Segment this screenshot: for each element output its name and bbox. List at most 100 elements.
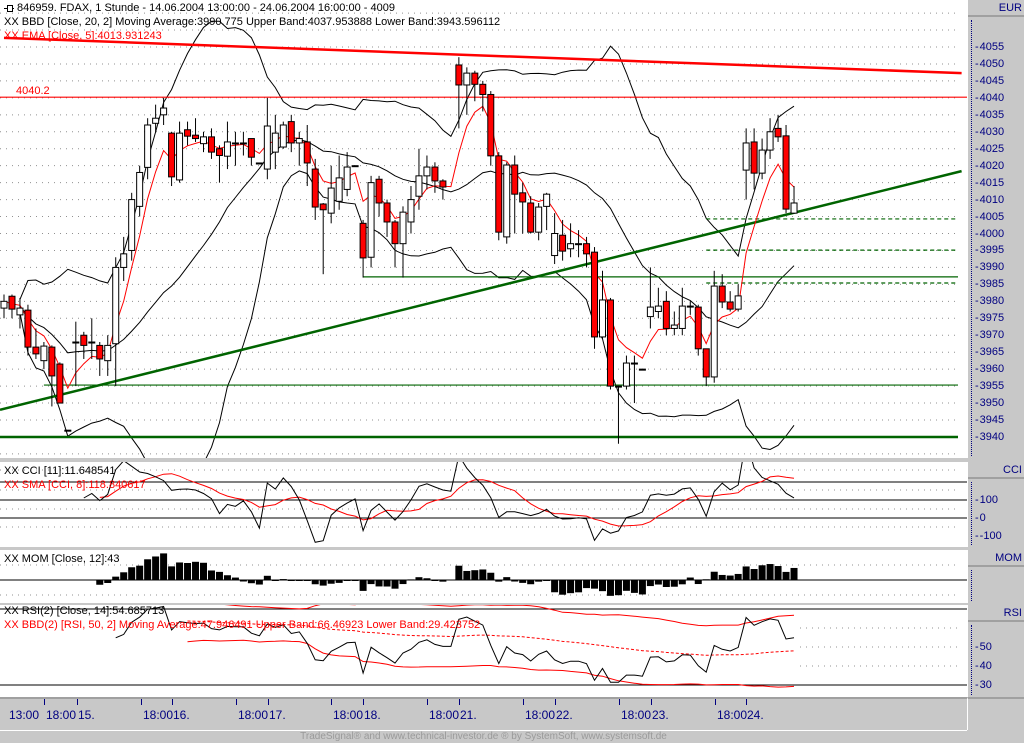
bullish-candle-body (64, 429, 72, 432)
candle (782, 124, 790, 214)
bearish-candle-body (32, 346, 40, 355)
momentum-bar (694, 580, 702, 585)
ema-legend: XX EMA [Close, 5]:4013.931243 (4, 30, 162, 42)
support-trendline (0, 169, 962, 412)
bullish-candle-body (239, 142, 247, 145)
bullish-candle-body (200, 136, 207, 145)
momentum-bar (511, 580, 519, 582)
time-label: 18:00 (46, 708, 77, 722)
panel-divider[interactable] (0, 458, 1024, 462)
bearish-candle-body (718, 285, 726, 303)
candle (718, 274, 726, 309)
momentum-bar (359, 580, 367, 591)
bullish-candle-body (734, 295, 742, 310)
candle (168, 131, 176, 187)
bearish-candle-body (487, 93, 495, 157)
resistance-trendline (3, 36, 962, 75)
time-label: 23. (652, 708, 669, 722)
momentum-bar (702, 579, 710, 581)
candle (742, 128, 750, 200)
rsi-lower-band (187, 639, 795, 688)
candle (606, 297, 614, 390)
candle (96, 342, 104, 376)
momentum-bar (463, 570, 471, 580)
momentum-bar (96, 580, 104, 585)
time-tick (746, 699, 747, 705)
candle (184, 121, 192, 146)
cci-panel[interactable]: XX CCI [11]:11.648541 XX SMA [CCI, 8]:11… (0, 462, 967, 547)
momentum-bar (152, 556, 160, 580)
time-label: 22. (556, 708, 573, 722)
candle (710, 270, 718, 383)
candle (431, 162, 439, 193)
bearish-candle-body (391, 221, 399, 245)
candle (64, 429, 72, 432)
bullish-candle-body (399, 211, 407, 245)
price-label: 4030 (975, 126, 1004, 138)
rsi-panel[interactable]: XX RSI(2) [Close, 14]:54.685713 XX BBD(2… (0, 605, 967, 697)
time-label: 18:00 (429, 708, 460, 722)
momentum-bar (662, 580, 670, 587)
candle (614, 385, 622, 444)
momentum-bar (742, 566, 750, 580)
candle (702, 348, 710, 387)
momentum-bar (646, 580, 654, 587)
panel-divider[interactable] (0, 603, 1024, 605)
momentum-panel[interactable]: XX MOM [Close, 12]:43 (0, 550, 967, 603)
time-tick (268, 699, 269, 705)
bearish-candle-body (431, 166, 439, 182)
bearish-candle-body (303, 141, 311, 164)
price-axis: EUR 4055 4050 4045 4040 4035 4030 4025 4020 4015… (967, 0, 1024, 458)
bearish-candle-body (207, 136, 215, 153)
candle (319, 202, 327, 275)
candle (391, 219, 399, 268)
momentum-bar (630, 580, 638, 593)
momentum-bar (239, 580, 247, 582)
bullish-candle-body (567, 243, 575, 250)
bearish-candle-body (439, 180, 447, 188)
time-label: 17. (269, 708, 286, 722)
bullish-candle-body (670, 324, 678, 329)
bullish-candle-body (128, 199, 136, 251)
bullish-candle-body (136, 171, 144, 207)
price-chart-panel[interactable]: 846959. FDAX, 1 Stunde - 14.06.2004 13:0… (0, 0, 967, 458)
candle (678, 287, 686, 336)
candle (359, 219, 367, 278)
candle (543, 192, 551, 231)
bullish-candle-body (551, 233, 559, 257)
panel-divider[interactable] (0, 547, 1024, 550)
cci-label-minus100: -100 (975, 530, 1002, 542)
rsi-chart[interactable] (0, 605, 967, 697)
time-label: 18:00 (333, 708, 364, 722)
candle (535, 202, 543, 241)
candle (32, 328, 40, 359)
candle (487, 91, 495, 166)
rsi-axis: RSI 50 40 30 (967, 605, 1024, 697)
momentum-bar (583, 580, 591, 589)
momentum-chart[interactable] (0, 550, 967, 603)
bullish-candle-body (367, 182, 375, 258)
candle (207, 128, 215, 159)
bullish-candle-body (16, 307, 24, 316)
bullish-candle-body (678, 305, 686, 329)
candle (622, 355, 630, 390)
price-label: 4020 (975, 160, 1004, 172)
momentum-bar (591, 580, 599, 589)
momentum-bar (431, 580, 439, 581)
price-label: 3985 (975, 278, 1004, 290)
time-label: 21. (460, 708, 477, 722)
ema-line (3, 105, 795, 390)
candle (583, 236, 591, 268)
momentum-bar (303, 580, 311, 581)
time-label: 13:00 (9, 708, 40, 722)
price-chart[interactable] (0, 0, 967, 458)
price-label: 3950 (975, 397, 1004, 409)
momentum-bar (144, 559, 152, 580)
cci-legend: XX CCI [11]:11.648541 (4, 465, 116, 477)
momentum-bar (415, 577, 423, 580)
candle (734, 284, 742, 312)
rsi-middle-band (187, 620, 795, 656)
cci-chart[interactable] (0, 462, 967, 547)
bullish-candle-body (120, 253, 128, 268)
momentum-bar (519, 580, 527, 583)
